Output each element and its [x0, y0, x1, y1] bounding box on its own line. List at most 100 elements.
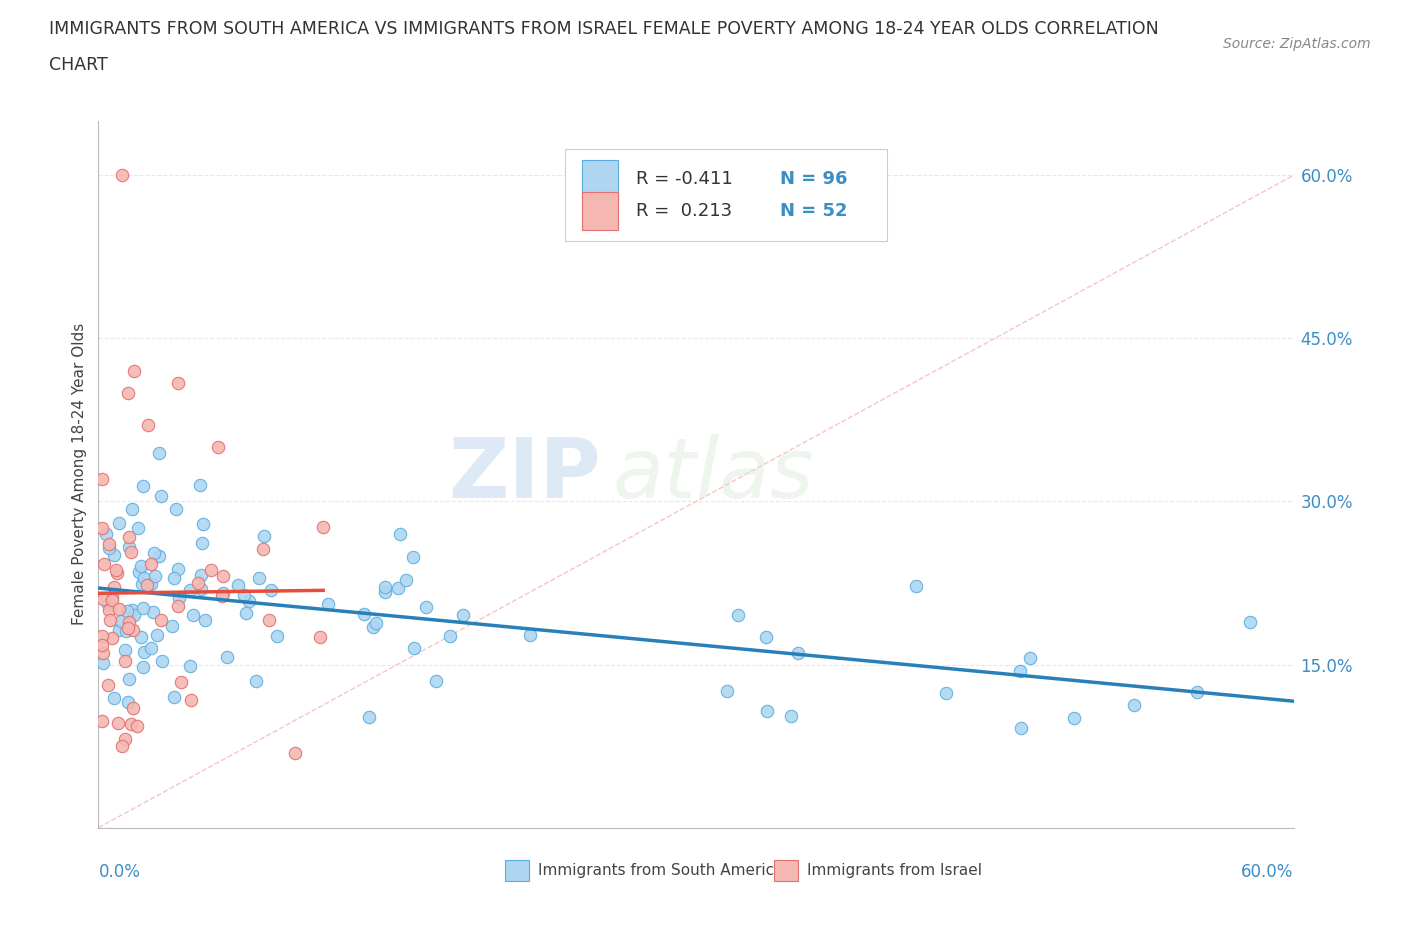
Text: IMMIGRANTS FROM SOUTH AMERICA VS IMMIGRANTS FROM ISRAEL FEMALE POVERTY AMONG 18-: IMMIGRANTS FROM SOUTH AMERICA VS IMMIGRA…	[49, 20, 1159, 38]
Point	[103, 690, 125, 705]
Point	[150, 613, 173, 628]
Point	[194, 612, 217, 627]
Point	[1010, 721, 1032, 736]
Point	[1185, 684, 1208, 699]
Point	[108, 602, 131, 617]
Point	[120, 545, 142, 560]
FancyBboxPatch shape	[582, 160, 619, 199]
Point	[110, 614, 132, 629]
Point	[131, 577, 153, 591]
Point	[107, 715, 129, 730]
Point	[212, 586, 235, 601]
Point	[97, 678, 120, 693]
Point	[519, 628, 541, 643]
Point	[388, 526, 411, 541]
Point	[425, 674, 447, 689]
Point	[387, 580, 409, 595]
Point	[146, 628, 169, 643]
Point	[755, 630, 778, 644]
Point	[125, 719, 148, 734]
Point	[114, 654, 136, 669]
Point	[374, 584, 396, 599]
Text: Immigrants from Israel: Immigrants from Israel	[807, 863, 983, 878]
Point	[207, 440, 229, 455]
Point	[169, 674, 191, 689]
Point	[121, 603, 143, 618]
Point	[131, 601, 153, 616]
Point	[139, 557, 162, 572]
Point	[129, 558, 152, 573]
Point	[94, 526, 117, 541]
Point	[91, 714, 114, 729]
Point	[364, 616, 387, 631]
Point	[117, 604, 139, 618]
Point	[148, 549, 170, 564]
FancyBboxPatch shape	[582, 192, 619, 231]
Point	[163, 690, 186, 705]
Point	[183, 607, 205, 622]
Point	[716, 684, 738, 698]
Point	[101, 631, 124, 645]
Point	[143, 568, 166, 583]
Point	[91, 472, 114, 486]
Point	[131, 479, 153, 494]
Point	[105, 565, 128, 580]
Point	[117, 621, 139, 636]
Point	[131, 630, 153, 644]
Point	[108, 515, 131, 530]
Point	[312, 520, 335, 535]
Point	[121, 502, 143, 517]
Text: ZIP: ZIP	[449, 433, 600, 515]
Point	[167, 598, 190, 613]
Point	[93, 556, 115, 571]
Point	[132, 570, 155, 585]
Point	[260, 582, 283, 597]
Point	[128, 565, 150, 579]
Text: N = 52: N = 52	[780, 202, 848, 220]
Point	[114, 731, 136, 746]
Text: Source: ZipAtlas.com: Source: ZipAtlas.com	[1223, 37, 1371, 51]
Point	[142, 546, 165, 561]
Point	[357, 710, 380, 724]
FancyBboxPatch shape	[505, 859, 529, 881]
Point	[122, 623, 145, 638]
Point	[117, 694, 139, 709]
Point	[101, 592, 124, 607]
Point	[167, 376, 190, 391]
Point	[98, 612, 121, 627]
Point	[124, 364, 146, 379]
Text: N = 96: N = 96	[780, 170, 848, 188]
Point	[150, 653, 173, 668]
Point	[361, 619, 384, 634]
Point	[404, 641, 426, 656]
Point	[105, 563, 128, 578]
Point	[309, 630, 332, 644]
Point	[163, 571, 186, 586]
Point	[91, 628, 114, 643]
Point	[93, 591, 115, 606]
Point	[115, 624, 138, 639]
Point	[122, 700, 145, 715]
Point	[200, 562, 222, 577]
Point	[727, 607, 749, 622]
Point	[191, 516, 214, 531]
Point	[118, 615, 141, 630]
Point	[212, 568, 235, 583]
Point	[97, 540, 120, 555]
Point	[180, 693, 202, 708]
FancyBboxPatch shape	[773, 859, 797, 881]
Text: R = -0.411: R = -0.411	[637, 170, 733, 188]
Point	[98, 537, 121, 551]
Point	[245, 673, 267, 688]
Point	[905, 578, 928, 593]
Text: Immigrants from South America: Immigrants from South America	[538, 863, 783, 878]
Point	[148, 445, 170, 460]
Point	[111, 738, 134, 753]
Point	[136, 578, 159, 592]
Point	[120, 716, 142, 731]
Point	[179, 583, 201, 598]
Text: CHART: CHART	[49, 56, 108, 73]
Text: R =  0.213: R = 0.213	[637, 202, 733, 220]
Point	[160, 618, 183, 633]
Point	[190, 581, 212, 596]
